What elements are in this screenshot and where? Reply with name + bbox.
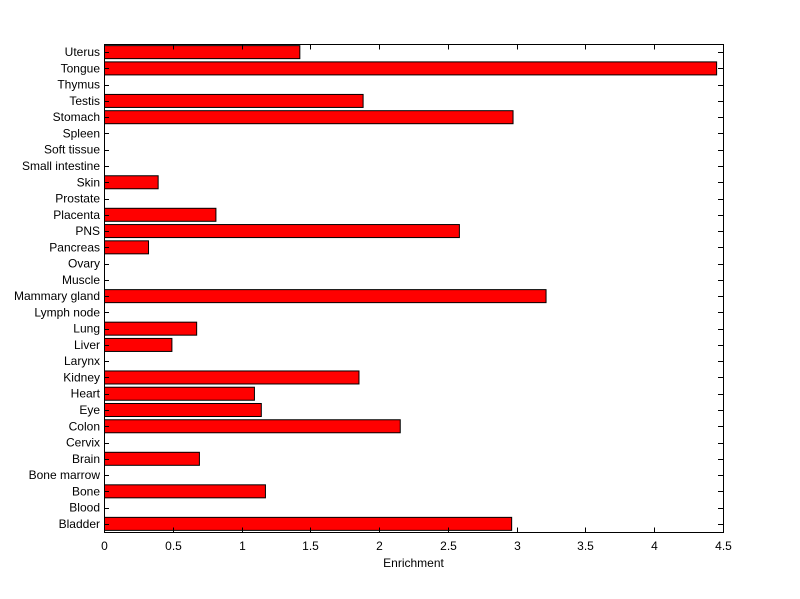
- y-tick-label-mammary-gland: Mammary gland: [14, 289, 100, 303]
- y-tick-label-skin: Skin: [77, 175, 100, 189]
- y-tick-label-tongue: Tongue: [61, 61, 101, 75]
- y-tick-label-bone-marrow: Bone marrow: [29, 468, 101, 482]
- plot-frame: [104, 44, 724, 533]
- y-tick-label-liver: Liver: [74, 338, 100, 352]
- y-tick-label-cervix: Cervix: [66, 436, 100, 450]
- bar-lung: [104, 321, 198, 336]
- y-tick-label-ovary: Ovary: [68, 257, 100, 271]
- y-tick-label-spleen: Spleen: [63, 126, 100, 140]
- x-tick-label-9: 4.5: [715, 539, 732, 553]
- bar-bladder: [104, 516, 513, 531]
- y-tick-label-prostate: Prostate: [55, 192, 100, 206]
- bar-uterus: [104, 45, 301, 60]
- bar-brain: [104, 451, 200, 466]
- bar-eye: [104, 402, 262, 418]
- bar-stomach: [104, 110, 514, 125]
- x-tick-label-4: 2: [376, 539, 383, 553]
- x-axis-title: Enrichment: [383, 556, 444, 570]
- bar-liver: [104, 337, 173, 352]
- y-tick-label-bone: Bone: [72, 484, 100, 498]
- y-tick-label-colon: Colon: [69, 419, 100, 433]
- bar-colon: [104, 419, 401, 434]
- x-tick-label-1: 0.5: [165, 539, 182, 553]
- y-tick-label-bladder: Bladder: [59, 517, 100, 531]
- bar-placenta: [104, 207, 217, 222]
- y-tick-label-stomach: Stomach: [53, 110, 100, 124]
- y-tick-label-lung: Lung: [73, 322, 100, 336]
- y-tick-label-thymus: Thymus: [57, 78, 100, 92]
- y-tick-label-brain: Brain: [72, 452, 100, 466]
- y-tick-label-placenta: Placenta: [53, 208, 100, 222]
- y-tick-label-eye: Eye: [79, 403, 100, 417]
- x-tick-label-5: 2.5: [440, 539, 457, 553]
- x-tick-label-0: 0: [101, 539, 108, 553]
- bar-kidney: [104, 370, 360, 385]
- y-tick-label-blood: Blood: [69, 501, 100, 515]
- y-tick-label-muscle: Muscle: [62, 273, 100, 287]
- y-tick-label-larynx: Larynx: [64, 354, 100, 368]
- labels-layer: Uterus Tongue Thymus Testis Stomach Spleen Sof…: [14, 45, 732, 553]
- y-tick-label-small-intestine: Small intestine: [22, 159, 100, 173]
- y-tick-label-lymph-node: Lymph node: [34, 305, 100, 319]
- y-tick-label-kidney: Kidney: [63, 370, 100, 384]
- x-tick-label-6: 3: [514, 539, 521, 553]
- y-tick-label-pns: PNS: [75, 224, 100, 238]
- bar-pns: [104, 224, 460, 239]
- x-tick-label-2: 1: [239, 539, 246, 553]
- bar-pancreas: [104, 240, 150, 255]
- bar-bone: [104, 484, 266, 499]
- bar-skin: [104, 175, 159, 190]
- bar-testis: [104, 93, 364, 108]
- y-tick-label-uterus: Uterus: [65, 45, 100, 59]
- y-tick-label-testis: Testis: [69, 94, 100, 108]
- bar-mammary-gland: [104, 289, 547, 304]
- y-tick-label-pancreas: Pancreas: [49, 240, 100, 254]
- x-tick-label-3: 1.5: [302, 539, 319, 553]
- bars-layer: [104, 45, 718, 531]
- x-tick-label-8: 4: [651, 539, 658, 553]
- bar-heart: [104, 386, 255, 401]
- bar-tongue: [104, 61, 718, 76]
- x-tick-label-7: 3.5: [577, 539, 594, 553]
- y-tick-label-heart: Heart: [71, 387, 101, 401]
- y-tick-label-soft-tissue: Soft tissue: [44, 143, 100, 157]
